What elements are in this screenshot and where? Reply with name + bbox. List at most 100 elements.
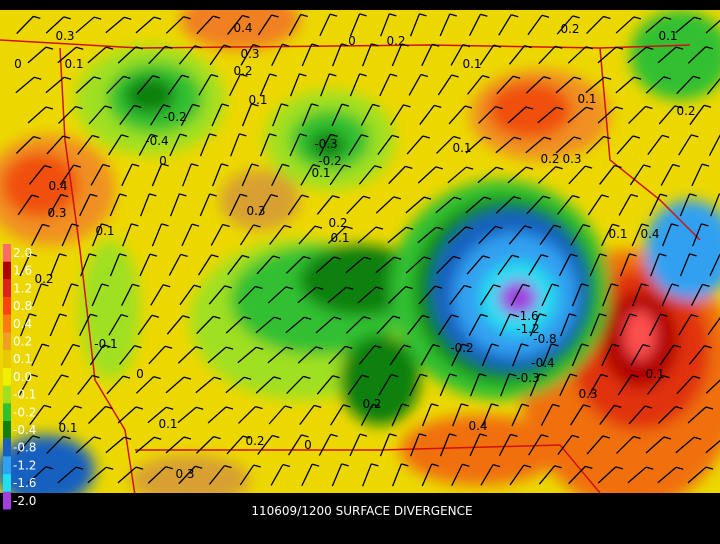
barb-shaft (150, 104, 164, 126)
barb-shaft (77, 135, 93, 155)
border (135, 444, 601, 493)
barb-shaft (409, 13, 421, 37)
barb-flag (93, 16, 102, 20)
barb-shaft (647, 375, 663, 395)
contour-label: -0.4 (531, 356, 554, 370)
color-bar: 2.0 1.6 1.2 0.8 0.4 0.2 0.1 0.0 -0.1 -0.2 -0.4 -0.8… (3, 244, 36, 510)
barb-flag (693, 436, 702, 440)
barb-flag (251, 163, 259, 167)
barb-flag (74, 405, 83, 409)
barb-flag (43, 404, 52, 408)
barb-shaft (121, 163, 133, 187)
barb-shaft (208, 465, 226, 485)
barb-flag (122, 375, 131, 379)
barb-shaft (601, 223, 613, 247)
barb-flag (312, 463, 320, 467)
barb-flag (525, 166, 534, 170)
barb-shaft (439, 433, 451, 457)
barb-flag (641, 283, 649, 287)
barb-shaft (479, 284, 495, 306)
barb-flag (179, 133, 188, 137)
barb-shaft (135, 376, 155, 394)
barb-flag (255, 346, 264, 350)
contour-label: 0 (14, 57, 22, 71)
barb-shaft (285, 316, 305, 334)
barb-shaft (16, 15, 34, 35)
barb-flag (225, 346, 234, 350)
barb-flag (301, 194, 309, 198)
barb-flag (149, 193, 157, 197)
barb-flag (541, 254, 549, 258)
barb-flag (585, 46, 593, 50)
barb-flag (105, 405, 113, 410)
barb-flag (479, 433, 488, 437)
barb-flag (423, 256, 432, 260)
barb-flag (453, 196, 462, 200)
barb-shaft (436, 136, 454, 154)
barb-shaft (710, 193, 720, 217)
barb-flag (359, 13, 367, 17)
barb-flag (705, 46, 713, 50)
barb-shaft (678, 314, 692, 336)
barb-flag (272, 255, 281, 259)
barb-flag (599, 253, 608, 257)
barb-flag (311, 43, 319, 47)
barb-shaft (179, 284, 195, 306)
barb-flag (285, 346, 294, 350)
barb-shaft (657, 46, 677, 64)
barb-shaft (675, 436, 695, 454)
barb-shaft (147, 406, 167, 424)
barb-shaft (477, 106, 497, 124)
barb-shaft (166, 315, 184, 335)
barb-flag (255, 285, 263, 290)
barb-flag (671, 223, 679, 227)
barb-flag (135, 406, 144, 410)
barb-shaft (140, 193, 150, 217)
barb-shaft (196, 15, 214, 35)
contour-label: 0.2 (540, 152, 559, 166)
barb-shaft (616, 135, 634, 155)
barb-flag (689, 193, 697, 197)
barb-shaft (225, 316, 245, 334)
barb-flag (135, 466, 144, 470)
contour-label: 0.4 (48, 179, 67, 193)
contour-label: -0.2 (163, 110, 186, 124)
barb-shaft (437, 314, 453, 336)
barb-flag (570, 253, 578, 257)
barb-shaft (657, 466, 677, 484)
barb-shaft (106, 75, 124, 95)
barb-shaft (119, 345, 135, 365)
contour-label: -0.2 (450, 341, 473, 355)
barb-shaft (542, 343, 552, 367)
barb-flag (581, 343, 589, 347)
barb-flag (314, 225, 323, 229)
contour-label: 0.1 (577, 92, 596, 106)
barb-shaft (181, 223, 193, 247)
barb-shaft (391, 463, 403, 487)
barb-shaft (106, 375, 124, 395)
barb-flag (330, 133, 338, 137)
barb-shaft (139, 253, 151, 277)
barb-flag (465, 166, 474, 170)
barb-flag (32, 435, 40, 439)
barb-flag (163, 104, 171, 108)
barb-shaft (169, 133, 181, 157)
barb-flag (363, 316, 371, 320)
barb-flag (432, 343, 441, 348)
barb-shaft (568, 165, 586, 185)
barb-shaft (57, 466, 77, 484)
barb-flag (101, 223, 109, 227)
barb-shaft (450, 44, 464, 66)
contour-label: 0.3 (55, 29, 74, 43)
barb-shaft (619, 313, 631, 337)
barb-shaft (417, 166, 437, 184)
legend-label: 0.2 (13, 335, 32, 349)
barb-flag (195, 346, 203, 350)
barb-shaft (257, 435, 273, 455)
barb-shaft (75, 16, 95, 34)
barb-flag (434, 104, 442, 109)
barb-shaft (332, 43, 342, 67)
barb-shaft (89, 344, 105, 366)
barb-shaft (556, 195, 574, 215)
